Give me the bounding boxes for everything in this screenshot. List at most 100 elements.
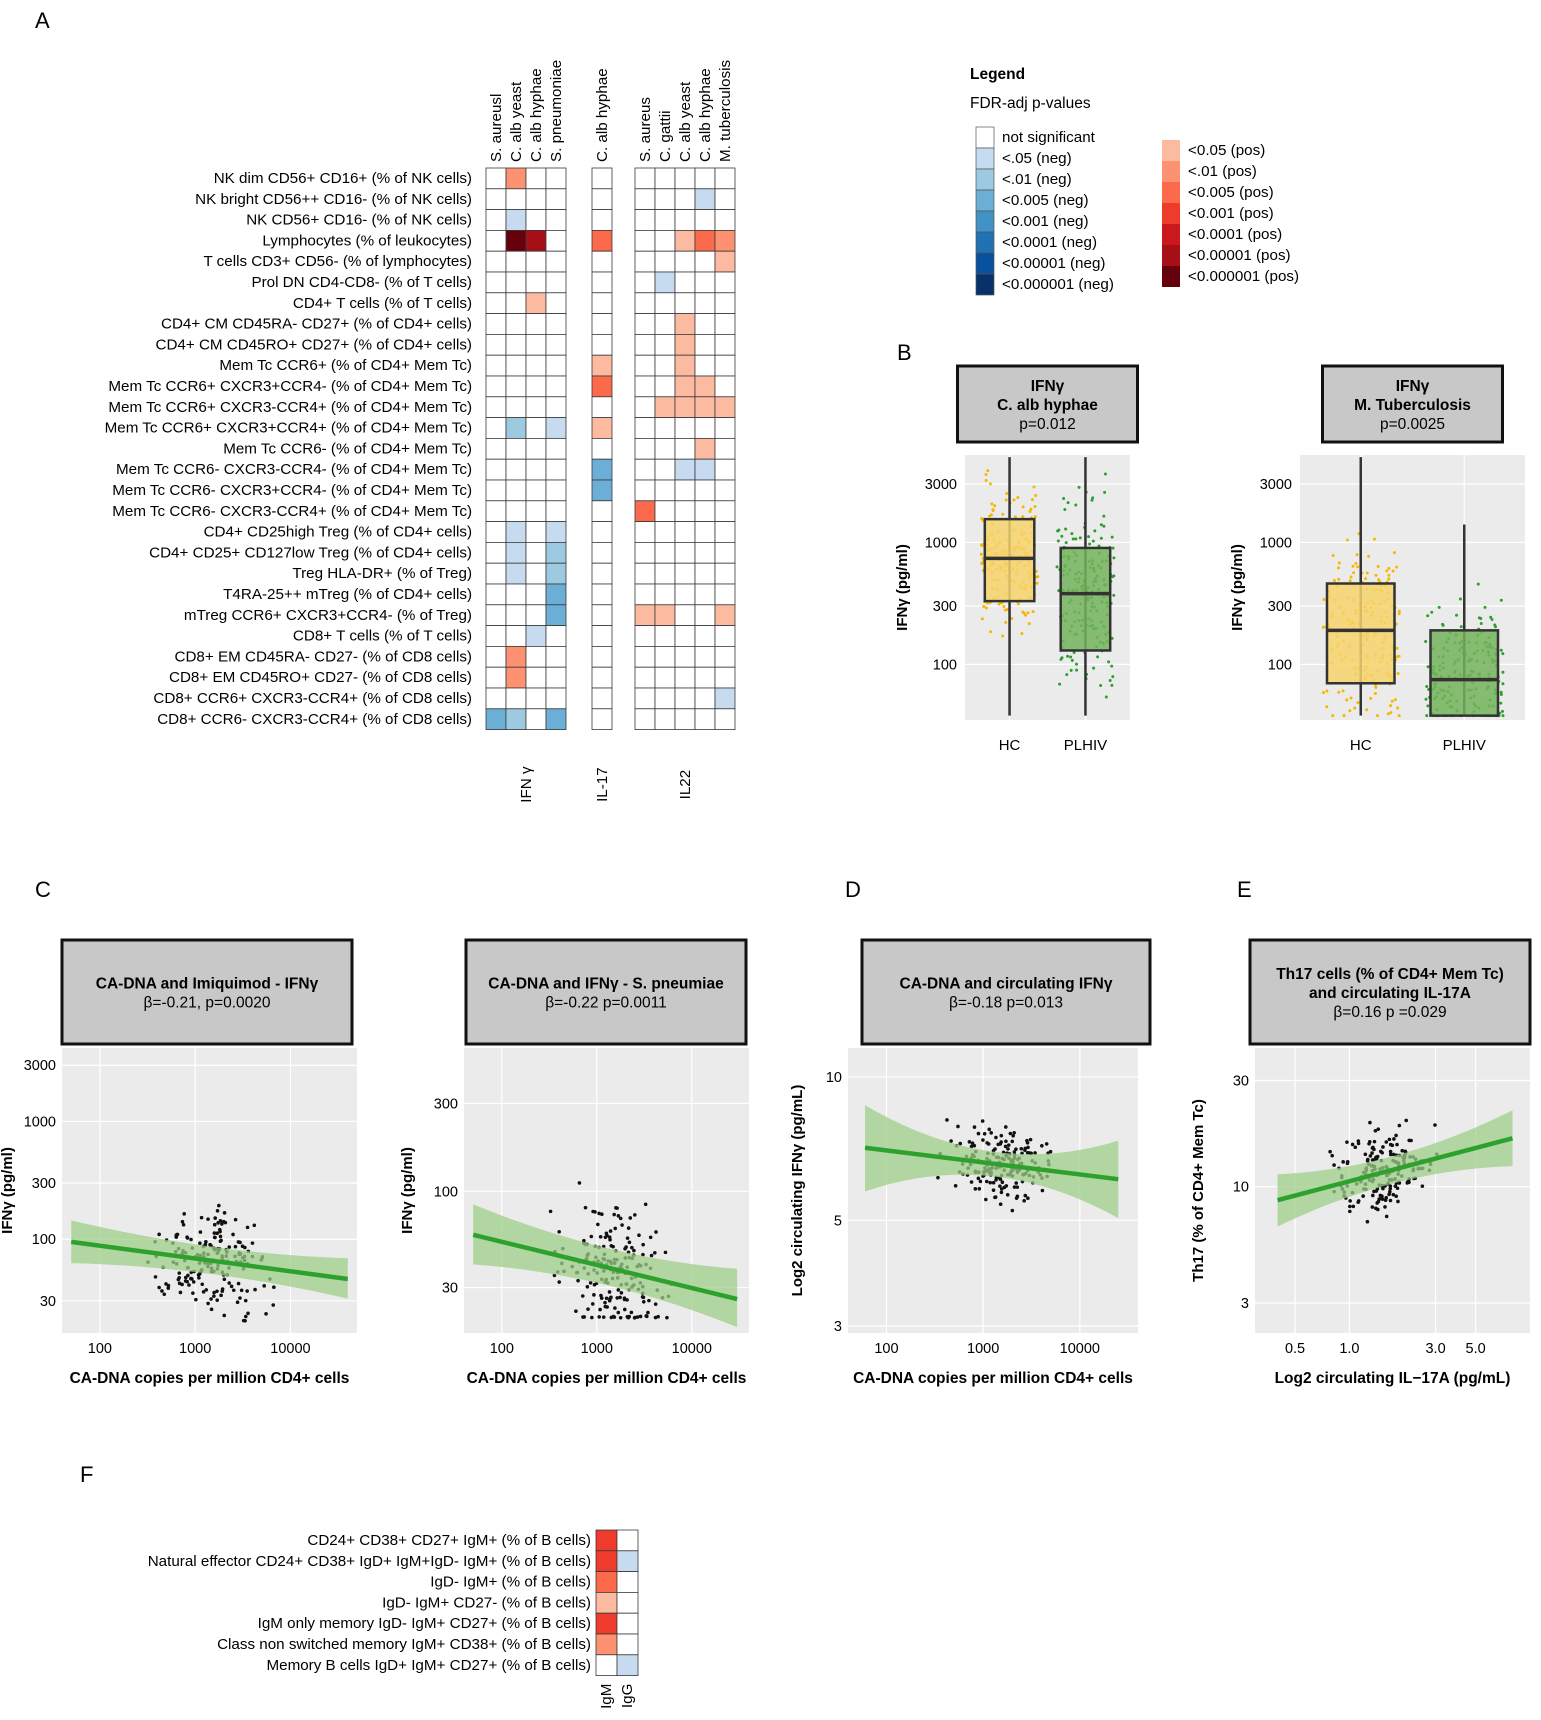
heatmap-a-cell [654, 604, 676, 626]
data-point [987, 1127, 992, 1132]
heatmap-a-cell [485, 646, 507, 668]
panel-letter-d: D [845, 877, 861, 902]
x-axis-label: Log2 circulating IL−17A (pg/mL) [1275, 1370, 1511, 1387]
strip-header-text: and circulating IL-17A [1309, 985, 1471, 1002]
data-point [988, 1180, 993, 1185]
data-point [218, 1219, 223, 1223]
data-point [1341, 689, 1345, 693]
heatmap-a-row-label: Treg HLA-DR+ (% of Treg) [292, 565, 472, 582]
data-point [1019, 1146, 1024, 1151]
heatmap-a-cell [654, 542, 676, 564]
data-point [627, 1314, 631, 1319]
data-point [1074, 503, 1078, 507]
data-point [1380, 1197, 1385, 1201]
data-point [1014, 1181, 1019, 1185]
heatmap-a-cell [591, 542, 613, 564]
x-tick-label: 1000 [581, 1341, 613, 1357]
heatmap-a-cell [694, 209, 716, 231]
y-tick-label: 3000 [24, 1058, 56, 1074]
heatmap-a-cell [714, 333, 736, 356]
heatmap-a-cell [674, 583, 696, 606]
heatmap-a-cell [525, 229, 547, 252]
data-point [1384, 1214, 1389, 1219]
data-point [1001, 512, 1005, 516]
y-tick-label: 3000 [925, 477, 957, 493]
heatmap-a-cell [654, 500, 676, 522]
heatmap-a-cell [714, 562, 736, 585]
heatmap-a-cell [674, 333, 696, 356]
heatmap-f-cell [595, 1529, 618, 1552]
heatmap-a-cell [654, 708, 676, 730]
data-point [597, 1315, 601, 1319]
data-point [647, 1298, 651, 1303]
data-point [1112, 593, 1116, 597]
heatmap-a-cell [714, 313, 736, 335]
data-point [1441, 623, 1445, 627]
data-point [1384, 1140, 1389, 1144]
data-point [1014, 1147, 1018, 1151]
box [1325, 582, 1396, 685]
data-point [1499, 648, 1503, 652]
data-point [994, 1135, 998, 1140]
heatmap-a-cell [545, 437, 567, 460]
heatmap-a-row-label: NK dim CD56+ CD16+ (% of NK cells) [214, 170, 472, 187]
data-point [1015, 1194, 1020, 1199]
heatmap-a-cell [505, 479, 527, 502]
data-point [208, 1242, 212, 1247]
heatmap-a-cell [634, 417, 656, 439]
data-point [1055, 565, 1059, 569]
heatmap-a-cell [545, 500, 567, 522]
x-tick-label: HC [1350, 737, 1372, 754]
heatmap-a-cell [654, 313, 676, 335]
x-tick-label: 1000 [967, 1341, 999, 1357]
data-point [215, 1231, 220, 1236]
x-axis-label: CA-DNA copies per million CD4+ cells [70, 1370, 350, 1387]
heatmap-a-cell [545, 188, 567, 211]
heatmap-a-cell [485, 437, 507, 460]
data-point [1328, 1149, 1332, 1154]
heatmap-f-cell [595, 1571, 618, 1593]
data-point [253, 1287, 257, 1292]
data-point [1500, 709, 1504, 713]
data-point [229, 1284, 234, 1289]
heatmap-a-cell [525, 354, 547, 377]
data-point [1025, 1138, 1029, 1143]
heatmap-a-cell [654, 271, 676, 294]
data-point [1033, 1151, 1037, 1155]
data-point [991, 509, 995, 513]
data-point [1026, 611, 1030, 615]
data-point [585, 1284, 590, 1289]
data-point [590, 1302, 595, 1306]
data-point [601, 1315, 606, 1319]
data-point [620, 1223, 624, 1227]
heatmap-a-cell [674, 292, 696, 314]
data-point [1033, 504, 1037, 508]
heatmap-f-row-label: CD24+ CD38+ CD27+ IgM+ (% of B cells) [307, 1532, 591, 1549]
heatmap-a-cell [674, 646, 696, 668]
legend-title: Legend [970, 66, 1025, 83]
heatmap-a-cell [714, 479, 736, 502]
data-point [1433, 1123, 1437, 1127]
legend-swatch [975, 189, 995, 212]
data-point [630, 1245, 634, 1250]
heatmap-a-cell [525, 396, 547, 418]
data-point [1397, 714, 1401, 718]
data-point [1395, 1186, 1400, 1191]
heatmap-a-cell [591, 646, 613, 668]
y-axis-label: IFNγ (pg/ml) [894, 544, 911, 631]
y-axis-label: IFNγ (pg/ml) [0, 1147, 16, 1234]
data-point [1093, 529, 1097, 533]
data-point [1040, 1143, 1044, 1148]
heatmap-a-cell [694, 333, 716, 356]
data-point [243, 1314, 248, 1319]
heatmap-a-cell [505, 375, 527, 398]
heatmap-a-cell [591, 354, 613, 377]
data-point [609, 1295, 613, 1300]
heatmap-a-cell [591, 521, 613, 543]
data-point [1437, 605, 1441, 609]
data-point [1392, 551, 1396, 555]
data-point [1370, 1151, 1374, 1155]
heatmap-a-cell [634, 271, 656, 294]
data-point [978, 1179, 983, 1184]
heatmap-a-cell [654, 292, 676, 314]
